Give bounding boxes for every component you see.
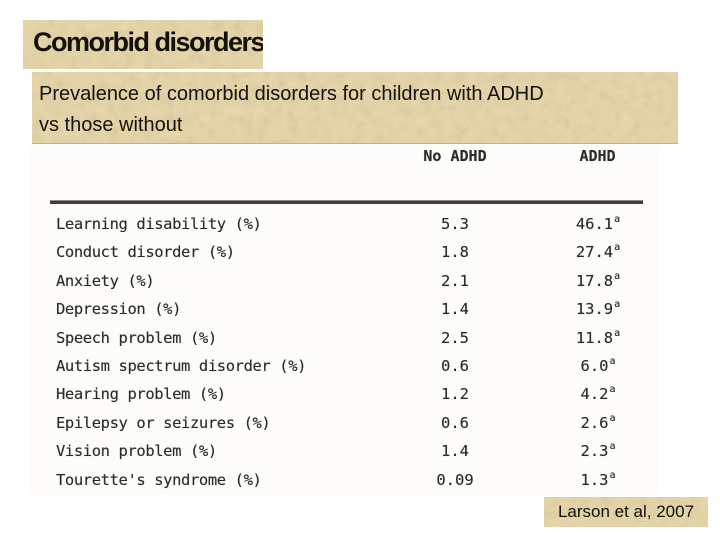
value-adhd-number: 46.1 [575, 215, 614, 234]
value-adhd: 6.0a [525, 355, 670, 376]
value-no-adhd: 0.09 [436, 470, 474, 489]
table-row: Tourette's syndrome (%) 0.09 1.3a [0, 466, 720, 494]
table-row: Hearing problem (%) 1.2 4.2a [0, 380, 720, 408]
superscript-marker: a [614, 242, 621, 254]
value-adhd: 1.3a [525, 469, 670, 489]
superscript-marker: a [614, 299, 621, 311]
superscript-marker: a [614, 214, 621, 225]
value-adhd-number: 13.9 [575, 300, 614, 319]
value-adhd: 17.8a [525, 270, 670, 290]
row-label: Speech problem (%) [56, 328, 217, 347]
value-adhd-number: 6.0 [580, 357, 609, 376]
row-label: Tourette's syndrome (%) [56, 470, 262, 489]
column-header-adhd: ADHD [579, 147, 616, 165]
row-label: Conduct disorder (%) [56, 243, 235, 262]
superscript-marker: a [609, 441, 616, 453]
value-adhd-number: 27.4 [575, 243, 614, 262]
subtitle-line-1: Prevalence of comorbid disorders for chi… [39, 83, 544, 105]
row-label: Epilepsy or seizures (%) [56, 413, 271, 432]
table-row: Vision problem (%) 1.4 2.3a [0, 437, 720, 465]
superscript-marker: a [609, 412, 616, 424]
superscript-marker: a [614, 270, 621, 282]
table-row: Speech problem (%) 2.5 11.8a [0, 324, 720, 352]
table-top-rule [50, 200, 643, 204]
row-label: Anxiety (%) [56, 271, 155, 290]
citation-box: Larson et al, 2007 [544, 497, 708, 527]
value-adhd-number: 1.3 [580, 470, 609, 489]
row-label: Autism spectrum disorder (%) [56, 356, 307, 375]
value-adhd-number: 17.8 [575, 271, 614, 290]
table-row: Learning disability (%) 5.3 46.1a [0, 210, 720, 238]
value-adhd: 2.3a [525, 441, 670, 461]
value-adhd: 27.4a [525, 242, 670, 262]
superscript-marker: a [609, 469, 616, 481]
value-no-adhd: 2.5 [441, 328, 469, 347]
value-adhd-number: 2.6 [580, 413, 609, 432]
citation-text: Larson et al, 2007 [557, 502, 695, 521]
table-row: Autism spectrum disorder (%) 0.6 6.0a [0, 352, 720, 380]
subtitle-line-2: vs those without [39, 114, 183, 136]
value-adhd-number: 2.3 [580, 442, 609, 461]
row-label: Vision problem (%) [56, 442, 217, 461]
value-adhd: 13.9a [525, 299, 670, 319]
value-no-adhd: 5.3 [441, 215, 469, 233]
table-row: Conduct disorder (%) 1.8 27.4a [0, 238, 720, 266]
table-rows: Learning disability (%) 5.3 46.1a Conduc… [0, 210, 720, 494]
row-label: Learning disability (%) [56, 215, 262, 233]
value-adhd: 4.2a [525, 384, 670, 404]
value-adhd: 11.8a [525, 327, 670, 347]
value-no-adhd: 1.2 [441, 385, 469, 404]
slide-subtitle: Prevalence of comorbid disorders for chi… [32, 72, 678, 141]
column-header-no-adhd: No ADHD [423, 147, 487, 165]
table-row: Depression (%) 1.4 13.9a [0, 295, 720, 323]
value-adhd-number: 11.8 [575, 328, 614, 347]
value-no-adhd: 0.6 [441, 356, 469, 375]
row-label: Depression (%) [56, 300, 182, 319]
row-label: Hearing problem (%) [56, 385, 226, 404]
superscript-marker: a [609, 355, 616, 367]
subtitle-box: Prevalence of comorbid disorders for chi… [32, 72, 678, 144]
value-no-adhd: 1.8 [441, 243, 469, 262]
value-no-adhd: 2.1 [441, 271, 469, 290]
value-no-adhd: 1.4 [441, 300, 469, 319]
page-title: Comorbid disorders: [33, 27, 263, 57]
table-row: Epilepsy or seizures (%) 0.6 2.6a [0, 409, 720, 437]
title-box: Comorbid disorders: [23, 20, 263, 69]
value-adhd-number: 4.2 [580, 385, 609, 404]
value-adhd: 2.6a [525, 412, 670, 432]
value-no-adhd: 1.4 [441, 442, 469, 461]
superscript-marker: a [614, 327, 621, 339]
value-no-adhd: 0.6 [441, 413, 469, 432]
superscript-marker: a [609, 384, 616, 396]
table-row: Anxiety (%) 2.1 17.8a [0, 267, 720, 295]
value-adhd: 46.1a [525, 214, 670, 234]
